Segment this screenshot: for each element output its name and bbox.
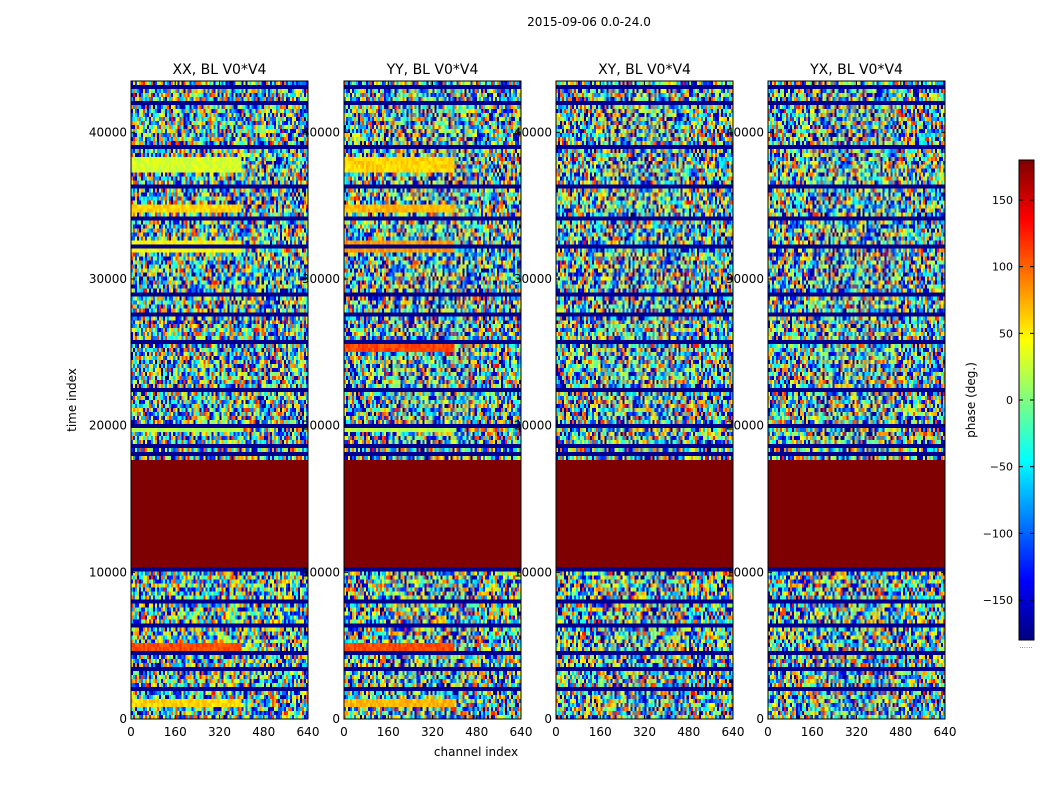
colorbar: 150 100 50 0 −50 −100 −150 (983, 159, 1035, 641)
x-tick-label: 0 (764, 725, 772, 739)
x-tick-label: 320 (421, 725, 444, 739)
y-tick-label: 10000 (514, 565, 552, 579)
panel-1: XX, BL V0*V4 0 160 320 480 640 0 10000 20000 3000… (89, 62, 320, 739)
x-tick-label: 480 (252, 725, 275, 739)
panel-title: XX, BL V0*V4 (173, 62, 267, 78)
colorbar-tick-label: 50 (999, 327, 1013, 340)
panel-4: YX, BL V0*V4 0 160 320 480 640 0 10000 20000 3000… (726, 62, 957, 739)
panel-heatmap (556, 81, 733, 719)
x-tick-label: 640 (297, 725, 320, 739)
y-tick-label: 20000 (302, 419, 340, 433)
y-tick-label: 40000 (302, 125, 340, 139)
y-tick-label: 10000 (726, 565, 764, 579)
colorbar-footnote: ...... (1019, 642, 1032, 650)
panel-2: YY, BL V0*V4 0 160 320 480 640 0 10000 20000 3000… (302, 62, 533, 739)
x-tick-label: 160 (377, 725, 400, 739)
x-tick-label: 320 (208, 725, 231, 739)
x-tick-label: 640 (722, 725, 745, 739)
y-tick-label: 20000 (89, 419, 127, 433)
x-tick-label: 640 (934, 725, 957, 739)
colorbar-label: phase (deg.) (964, 362, 978, 438)
y-tick-label: 30000 (302, 272, 340, 286)
y-tick-label: 0 (332, 712, 340, 726)
x-tick-label: 640 (510, 725, 533, 739)
panel-title: YY, BL V0*V4 (386, 62, 479, 78)
panel-heatmap (344, 81, 521, 719)
x-tick-label: 0 (552, 725, 560, 739)
y-tick-label: 0 (756, 712, 764, 726)
x-tick-label: 480 (889, 725, 912, 739)
y-tick-label: 40000 (89, 125, 127, 139)
x-tick-label: 160 (801, 725, 824, 739)
x-tick-label: 320 (633, 725, 656, 739)
colorbar-tick-label: −100 (983, 527, 1013, 540)
panel-heatmap (768, 81, 945, 719)
x-tick-label: 320 (845, 725, 868, 739)
colorbar-tick-label: −50 (990, 461, 1013, 474)
x-axis-label: channel index (434, 745, 518, 759)
y-tick-label: 30000 (726, 272, 764, 286)
colorbar-tick-label: −150 (983, 594, 1013, 607)
y-tick-label: 20000 (514, 419, 552, 433)
y-axis-label: time index (65, 368, 79, 432)
panel-heatmap (131, 81, 308, 719)
y-tick-label: 0 (119, 712, 127, 726)
panel-3: XY, BL V0*V4 0 160 320 480 640 0 10000 20000 3000… (514, 62, 745, 739)
x-tick-label: 0 (340, 725, 348, 739)
y-tick-label: 10000 (302, 565, 340, 579)
y-tick-label: 0 (544, 712, 552, 726)
y-tick-label: 40000 (726, 125, 764, 139)
panels-group: XX, BL V0*V4 0 160 320 480 640 0 10000 20000 3000… (89, 62, 957, 739)
x-tick-label: 480 (465, 725, 488, 739)
y-tick-label: 20000 (726, 419, 764, 433)
x-tick-label: 480 (677, 725, 700, 739)
y-tick-label: 40000 (514, 125, 552, 139)
y-tick-label: 10000 (89, 565, 127, 579)
colorbar-tick-label: 100 (992, 261, 1013, 274)
y-tick-label: 30000 (89, 272, 127, 286)
x-tick-label: 0 (127, 725, 135, 739)
colorbar-tick-label: 150 (992, 194, 1013, 207)
panel-title: YX, BL V0*V4 (809, 62, 903, 78)
panel-title: XY, BL V0*V4 (598, 62, 691, 78)
y-tick-label: 30000 (514, 272, 552, 286)
x-tick-label: 160 (589, 725, 612, 739)
colorbar-tick-label: 0 (1006, 394, 1013, 407)
figure-suptitle: 2015-09-06 0.0-24.0 (527, 15, 651, 29)
x-tick-label: 160 (164, 725, 187, 739)
